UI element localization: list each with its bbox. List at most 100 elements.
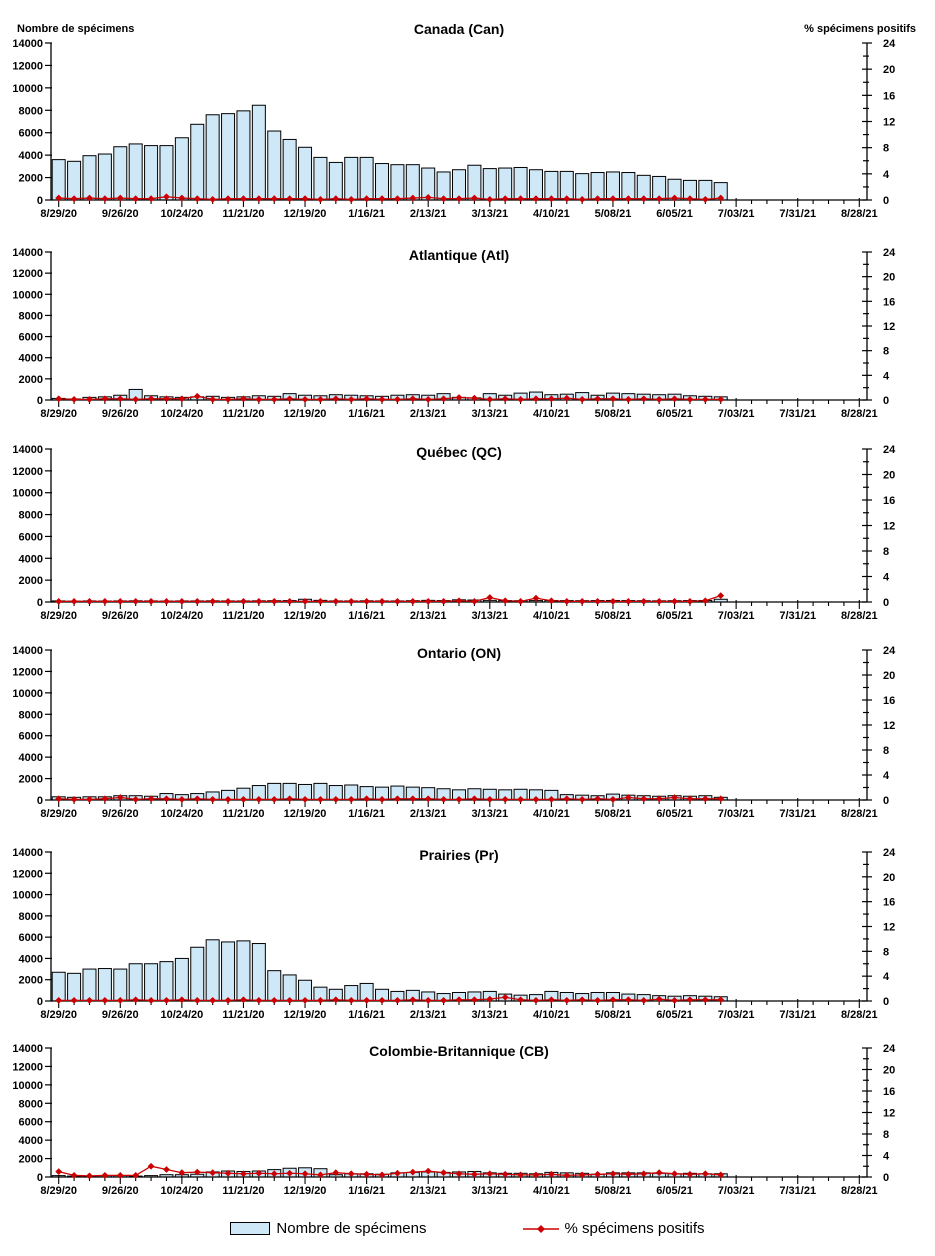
pct-marker — [424, 597, 432, 605]
pct-marker — [193, 996, 201, 1004]
legend-item-specimens: Nombre de spécimens — [230, 1220, 427, 1237]
pct-marker — [86, 395, 93, 403]
pct-marker — [640, 795, 648, 803]
pct-marker — [209, 996, 217, 1004]
x-tick-label: 7/03/21 — [718, 408, 755, 420]
pct-marker — [424, 395, 432, 403]
pct-marker — [486, 995, 494, 1003]
pct-marker — [686, 597, 694, 605]
pct-marker — [86, 1172, 93, 1180]
x-tick-label: 5/08/21 — [595, 408, 632, 420]
pct-marker — [363, 1170, 371, 1178]
legend: Nombre de spécimens % spécimens positifs — [0, 1220, 935, 1237]
bar — [113, 968, 128, 1002]
y-tick-label-left: 8000 — [19, 1098, 43, 1110]
bar — [82, 968, 97, 1002]
x-tick-label: 4/10/21 — [533, 1185, 570, 1197]
pct-marker — [471, 795, 478, 803]
y-tick-label-right: 4 — [883, 971, 890, 983]
pct-marker — [116, 597, 124, 605]
pct-marker — [286, 195, 294, 203]
x-tick-label: 11/21/20 — [222, 808, 264, 820]
y-tick-label-left: 0 — [37, 795, 43, 807]
pct-marker — [378, 795, 386, 803]
pct-marker — [594, 1170, 601, 1178]
pct-marker — [301, 795, 309, 803]
chart-panel-canada: 0 2000 4000 6000 8000 10000 12000 14000 0 4 8 12 16 2… — [12, 38, 896, 220]
pct-marker — [563, 795, 571, 803]
pct-marker — [86, 597, 93, 605]
bar — [205, 939, 220, 1002]
pct-marker — [255, 597, 263, 605]
y-tick-label-right: 16 — [883, 296, 895, 308]
pct-marker — [101, 1171, 109, 1179]
x-tick-label: 12/19/20 — [284, 1185, 327, 1197]
x-tick-label: 10/24/20 — [160, 208, 203, 220]
pct-marker — [347, 195, 355, 203]
y-tick-label-left: 14000 — [12, 444, 43, 456]
pct-marker — [517, 795, 524, 803]
x-tick-label: 7/03/21 — [718, 1009, 755, 1021]
bar — [144, 963, 159, 1002]
pct-marker — [501, 795, 509, 803]
pct-marker — [394, 195, 401, 203]
pct-marker — [70, 395, 78, 403]
x-tick-label: 7/03/21 — [718, 808, 755, 820]
pct-marker — [101, 795, 109, 803]
x-tick-label: 8/29/20 — [40, 1185, 77, 1197]
pct-marker — [363, 395, 371, 403]
x-tick-label: 4/10/21 — [533, 610, 570, 622]
pct-marker — [440, 795, 447, 803]
pct-marker — [193, 597, 201, 605]
pct-marker — [147, 597, 155, 605]
pct-marker — [301, 996, 309, 1004]
pct-marker — [409, 795, 417, 803]
bar — [190, 123, 205, 201]
pct-marker — [563, 394, 571, 402]
pct-marker — [609, 395, 617, 403]
pct-marker — [624, 395, 632, 403]
y-tick-label-left: 4000 — [19, 353, 43, 365]
pct-marker — [455, 1170, 463, 1178]
pct-marker — [224, 597, 232, 605]
pct-marker — [101, 996, 109, 1004]
pct-marker — [624, 1170, 632, 1178]
pct-marker — [147, 195, 155, 203]
bar — [205, 114, 220, 201]
x-tick-label: 10/24/20 — [160, 808, 203, 820]
y-tick-label-left: 10000 — [12, 688, 43, 700]
pct-marker — [686, 795, 694, 803]
x-tick-label: 10/24/20 — [160, 1185, 203, 1197]
y-tick-label-left: 6000 — [19, 1117, 43, 1129]
bar — [128, 963, 143, 1002]
pct-marker — [240, 395, 247, 403]
y-tick-label-right: 12 — [883, 521, 895, 533]
bar — [236, 110, 251, 201]
pct-marker — [532, 395, 540, 403]
pct-marker — [594, 795, 601, 803]
pct-marker — [132, 795, 140, 803]
x-tick-label: 5/08/21 — [595, 1185, 632, 1197]
pct-marker — [486, 395, 494, 403]
pct-marker — [671, 794, 678, 801]
pct-marker — [409, 1168, 417, 1176]
chart-panel-prairies: 0 2000 4000 6000 8000 10000 12000 14000 0 4 8 12 16 2… — [12, 847, 896, 1021]
pct-marker — [286, 996, 294, 1004]
pct-marker — [317, 597, 324, 605]
pct-marker — [286, 395, 294, 403]
pct-marker — [378, 996, 386, 1004]
x-tick-label: 7/31/21 — [779, 208, 816, 220]
pct-marker — [640, 195, 648, 203]
pct-marker — [55, 795, 63, 803]
x-tick-label: 8/29/20 — [40, 610, 77, 622]
pct-marker — [686, 395, 694, 403]
pct-marker — [132, 1171, 140, 1179]
y-tick-label-left: 10000 — [12, 1080, 43, 1092]
pct-marker — [609, 996, 617, 1004]
pct-marker — [347, 395, 355, 403]
x-tick-label: 12/19/20 — [284, 808, 327, 820]
pct-marker — [532, 1171, 540, 1179]
y-tick-label-right: 12 — [883, 321, 895, 333]
pct-marker — [594, 195, 601, 203]
